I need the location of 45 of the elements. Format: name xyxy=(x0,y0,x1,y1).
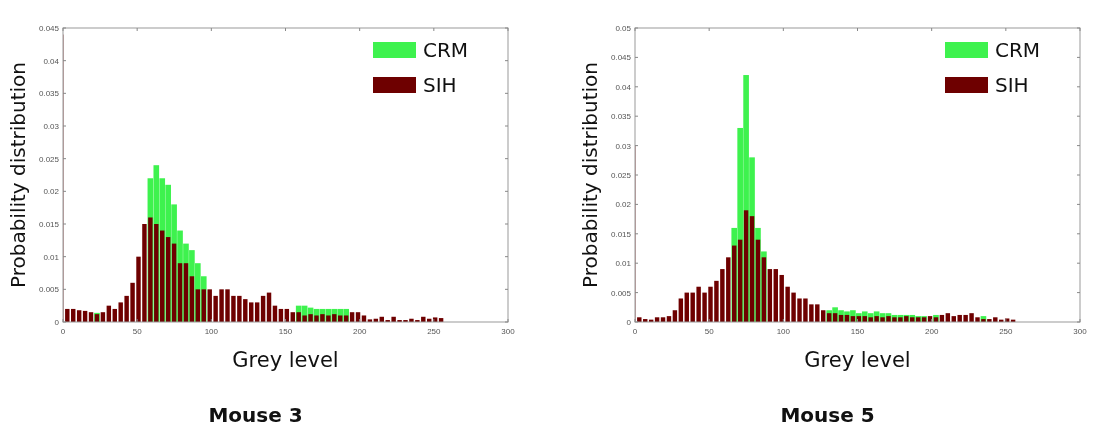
y-tick-label: 0.005 xyxy=(38,285,60,295)
y-tick-label: 0.025 xyxy=(38,154,60,164)
y-tick-label: 0.015 xyxy=(610,229,632,239)
x-tick-label: 0 xyxy=(632,327,638,336)
x-tick-label: 100 xyxy=(776,327,791,336)
x-tick-label: 50 xyxy=(132,327,143,336)
x-tick-label: 50 xyxy=(704,327,715,336)
y-tick-label: 0.02 xyxy=(615,200,632,210)
y-tick-label: 0.01 xyxy=(615,259,632,269)
y-tick-label: 0 xyxy=(54,318,60,327)
text: Mouse 3 xyxy=(208,403,303,427)
y-tick-label: 0.04 xyxy=(615,82,632,92)
legend-label: SIH xyxy=(995,73,1029,97)
x-tick-label: 250 xyxy=(999,327,1014,336)
x-tick-label: 300 xyxy=(1073,327,1088,336)
y-tick-label: 0.045 xyxy=(610,53,632,63)
x-tick-label: 200 xyxy=(352,327,367,336)
x-tick-label: 0 xyxy=(60,327,66,336)
x-tick-label: 150 xyxy=(278,327,293,336)
legend-label: SIH xyxy=(423,73,457,97)
x-axis-title: Grey level xyxy=(232,348,339,372)
y-tick-label: 0.025 xyxy=(610,171,632,180)
y-tick-label: 0.015 xyxy=(38,220,60,229)
legend-label: CRM xyxy=(995,38,1041,62)
text: Mouse 5 xyxy=(780,403,875,427)
y-tick-label: 0.02 xyxy=(43,187,60,197)
y-tick-label: 0.03 xyxy=(615,141,632,151)
y-tick-label: 0.035 xyxy=(38,89,60,99)
x-axis-title: Grey level xyxy=(804,348,911,372)
y-tick-label: 0.01 xyxy=(43,252,60,262)
y-tick-label: 0.04 xyxy=(43,56,60,66)
y-tick-label: 0 xyxy=(626,318,632,327)
x-tick-label: 100 xyxy=(204,327,219,336)
y-axis-title: Probability distribution xyxy=(578,61,602,289)
x-tick-label: 150 xyxy=(850,327,865,336)
x-tick-label: 200 xyxy=(924,327,939,336)
legend-label: CRM xyxy=(423,38,469,62)
x-tick-label: 250 xyxy=(427,327,442,336)
y-tick-label: 0.005 xyxy=(610,288,632,298)
y-tick-label: 0.035 xyxy=(610,112,632,122)
y-tick-label: 0.045 xyxy=(38,24,60,33)
x-tick-label: 300 xyxy=(501,327,516,336)
y-tick-label: 0.05 xyxy=(615,24,632,33)
y-axis-title: Probability distribution xyxy=(6,61,30,289)
y-tick-label: 0.03 xyxy=(43,122,60,131)
